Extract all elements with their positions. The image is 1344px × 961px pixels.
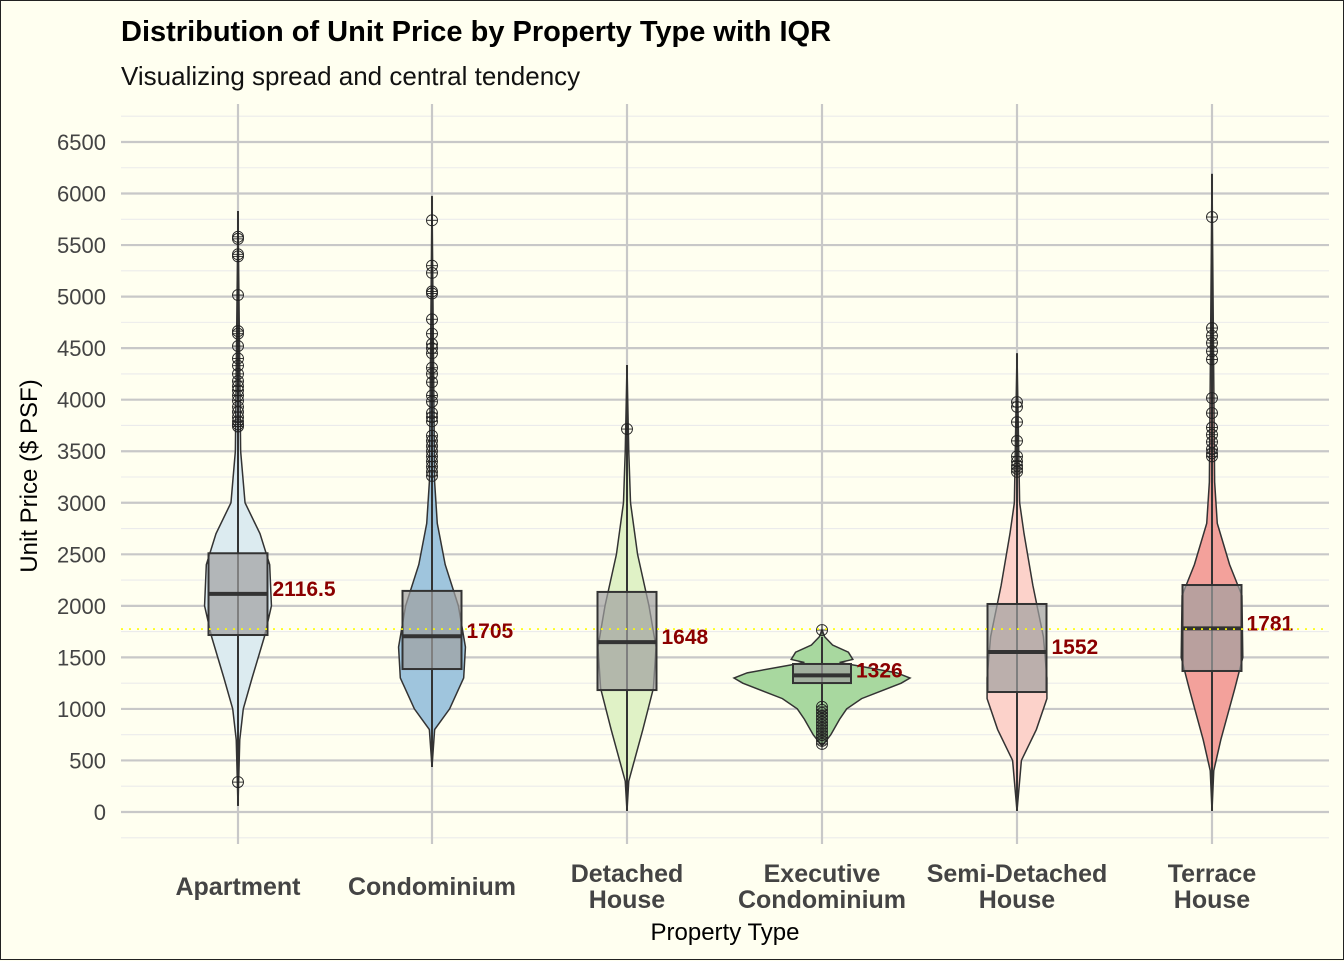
iqr-box [401,589,463,671]
y-tick-label: 0 [94,800,106,825]
x-tick-label: House [589,886,666,914]
y-tick-label: 500 [69,748,106,773]
category-group: 1648 [596,365,709,812]
chart-title: Distribution of Unit Price by Property T… [121,16,831,48]
iqr-box [986,602,1048,694]
gridlines [121,104,1329,844]
y-tick-label: 5000 [57,285,106,310]
y-tick-label: 6000 [57,182,106,207]
x-tick-label: Executive [764,860,881,888]
x-tick-label: Terrace [1168,860,1257,888]
y-tick-label: 4500 [57,336,106,361]
y-tick-label: 3500 [57,439,106,464]
x-tick-label: Detached [571,860,684,888]
category-group: 1705 [397,196,514,768]
x-tick-label: Condominium [738,886,906,914]
x-tick-label: Condominium [348,873,516,901]
y-tick-label: 1500 [57,645,106,670]
x-axis-title: Property Type [651,919,800,946]
y-tick-label: 2500 [57,542,106,567]
category-group: 1781 [1180,173,1294,812]
y-tick-label: 4000 [57,388,106,413]
category-group: 2116.5 [203,211,336,806]
category-group: 1552 [986,353,1099,812]
median-label: 1552 [1052,636,1099,659]
median-label: 1648 [662,626,709,649]
x-tick-label: House [979,886,1056,914]
median-label: 2116.5 [273,578,336,601]
x-tick-label: Apartment [175,873,301,901]
y-tick-label: 2000 [57,594,106,619]
y-tick-label: 1000 [57,697,106,722]
plot-marks: 2116.5 1705 1648 1326 1552 1781 [121,173,1329,812]
x-tick-label: House [1174,886,1251,914]
median-label: 1705 [467,620,514,643]
x-axis-ticks: Apartment Condominium DetachedHouseExecuti… [175,860,1256,914]
y-tick-label: 3000 [57,491,106,516]
median-label: 1781 [1247,612,1294,635]
y-axis-ticks: 0 500 1000 1500 2000 2500 3000 3500 4000 4500 5000… [57,130,106,825]
chart-subtitle: Visualizing spread and central tendency [121,61,580,91]
y-tick-label: 5500 [57,233,106,258]
y-tick-label: 6500 [57,130,106,155]
x-tick-label: Semi-Detached [927,860,1108,888]
y-axis-title: Unit Price ($ PSF) [16,379,43,572]
median-label: 1326 [856,659,903,682]
category-group: 1326 [732,624,912,750]
